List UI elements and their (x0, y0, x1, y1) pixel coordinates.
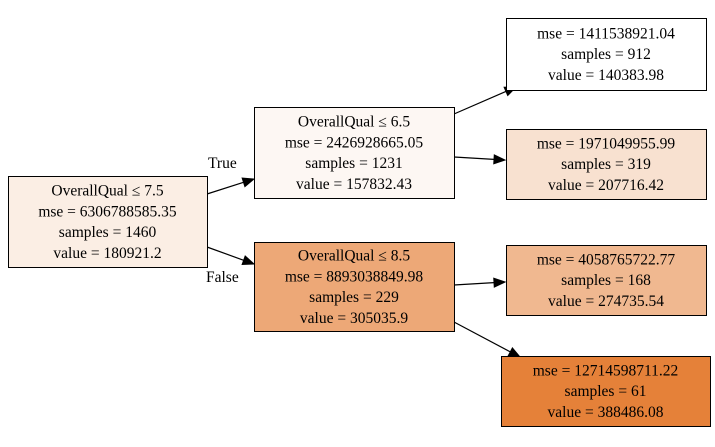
node-mse-text: mse = 2426928665.05 (285, 134, 424, 151)
edge-line (206, 246, 244, 261)
edge-n4-n5 (453, 277, 507, 288)
node-value-text: value = 207716.42 (548, 177, 664, 194)
node-box (506, 129, 707, 200)
node-samples-text: samples = 319 (561, 156, 651, 173)
arrowhead-icon (241, 177, 256, 188)
tree-node-n0: OverallQual ≤ 7.5 mse = 6306788585.35 samp… (8, 176, 208, 268)
node-samples-text: samples = 912 (561, 46, 651, 63)
node-box (506, 245, 707, 316)
edge-n1-n2 (453, 86, 518, 115)
tree-node-n1: OverallQual ≤ 6.5 mse = 2426928665.05 samp… (254, 107, 455, 199)
node-mse-text: mse = 1411538921.04 (537, 25, 675, 42)
node-mse-text: mse = 12714598711.22 (533, 362, 679, 379)
node-box (254, 107, 455, 199)
edge-label-false: False (206, 269, 239, 286)
edge-line (453, 321, 511, 353)
edge-line (206, 181, 244, 195)
node-mse-text: mse = 4058765722.77 (537, 251, 676, 268)
edge-label-true: True (208, 155, 237, 172)
node-samples-text: samples = 61 (565, 383, 647, 400)
node-samples-text: samples = 168 (561, 272, 651, 289)
node-box (8, 176, 208, 268)
node-box (254, 242, 455, 332)
edges-layer: True False (206, 86, 522, 358)
node-value-text: value = 157832.43 (296, 176, 412, 193)
edge-line (453, 282, 495, 286)
arrowhead-icon (493, 277, 507, 288)
tree-node-n6: mse = 12714598711.22 samples = 61 value = … (501, 356, 711, 427)
node-samples-text: samples = 229 (309, 289, 399, 306)
tree-node-n2: mse = 1411538921.04 samples = 912 value = … (506, 18, 707, 91)
tree-node-n5: mse = 4058765722.77 samples = 168 value = … (506, 245, 707, 316)
node-mse-text: mse = 1971049955.99 (537, 135, 676, 152)
node-mse-text: mse = 8893038849.98 (285, 268, 424, 285)
node-value-text: value = 180921.2 (53, 245, 161, 262)
node-split-rule-text: OverallQual ≤ 6.5 (298, 114, 410, 131)
node-box (506, 18, 707, 91)
node-split-rule-text: OverallQual ≤ 7.5 (51, 183, 163, 200)
node-value-text: value = 388486.08 (548, 404, 664, 421)
node-samples-text: samples = 1231 (305, 155, 402, 172)
node-value-text: value = 140383.98 (548, 67, 664, 84)
node-samples-text: samples = 1460 (59, 224, 157, 241)
edge-n1-n3 (453, 154, 507, 165)
edge-n0-n4: False (206, 246, 256, 286)
tree-node-n4: OverallQual ≤ 8.5 mse = 8893038849.98 samp… (254, 242, 455, 332)
arrowhead-icon (241, 255, 256, 266)
arrowhead-icon (493, 154, 507, 165)
edge-line (453, 90, 507, 115)
node-mse-text: mse = 6306788585.35 (38, 203, 177, 220)
edge-n0-n1: True (206, 155, 256, 195)
node-value-text: value = 274735.54 (548, 293, 664, 310)
arrowhead-icon (507, 346, 522, 358)
node-box (501, 356, 711, 427)
edge-n4-n6 (453, 321, 522, 358)
nodes-layer: OverallQual ≤ 7.5 mse = 6306788585.35 samp… (8, 18, 711, 427)
tree-node-n3: mse = 1971049955.99 samples = 319 value = … (506, 129, 707, 200)
node-value-text: value = 305035.9 (300, 310, 408, 327)
node-split-rule-text: OverallQual ≤ 8.5 (298, 248, 410, 265)
edge-line (453, 156, 495, 160)
